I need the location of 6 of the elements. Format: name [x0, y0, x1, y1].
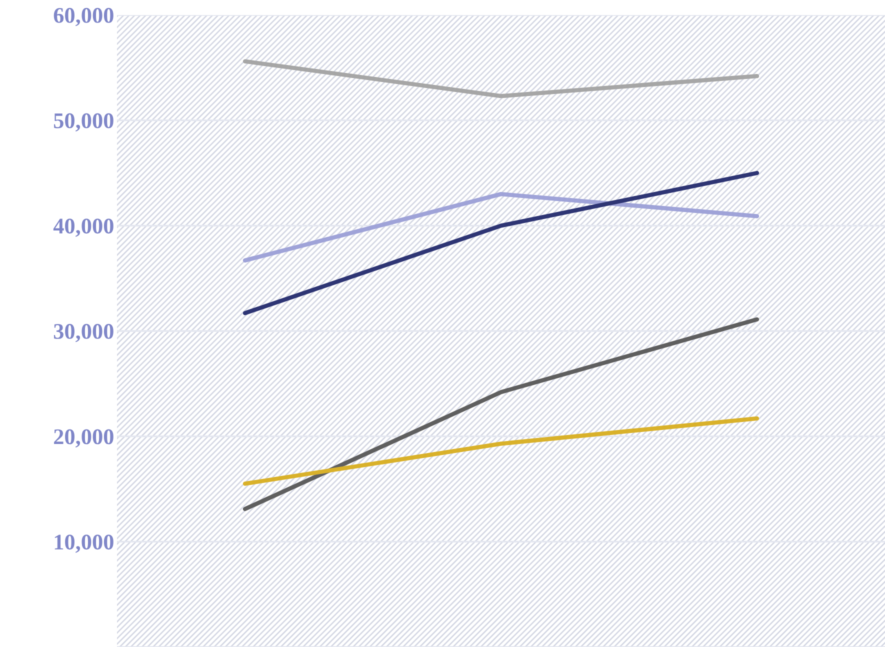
y-tick-label: 40,000: [53, 218, 114, 237]
y-tick-label: 60,000: [54, 8, 114, 26]
y-tick-label: 50,000: [54, 113, 114, 132]
y-tick-label: 10,000: [54, 534, 114, 553]
y-tick-label: 20,000: [54, 429, 114, 448]
y-tick-label: 30,000: [54, 324, 114, 342]
